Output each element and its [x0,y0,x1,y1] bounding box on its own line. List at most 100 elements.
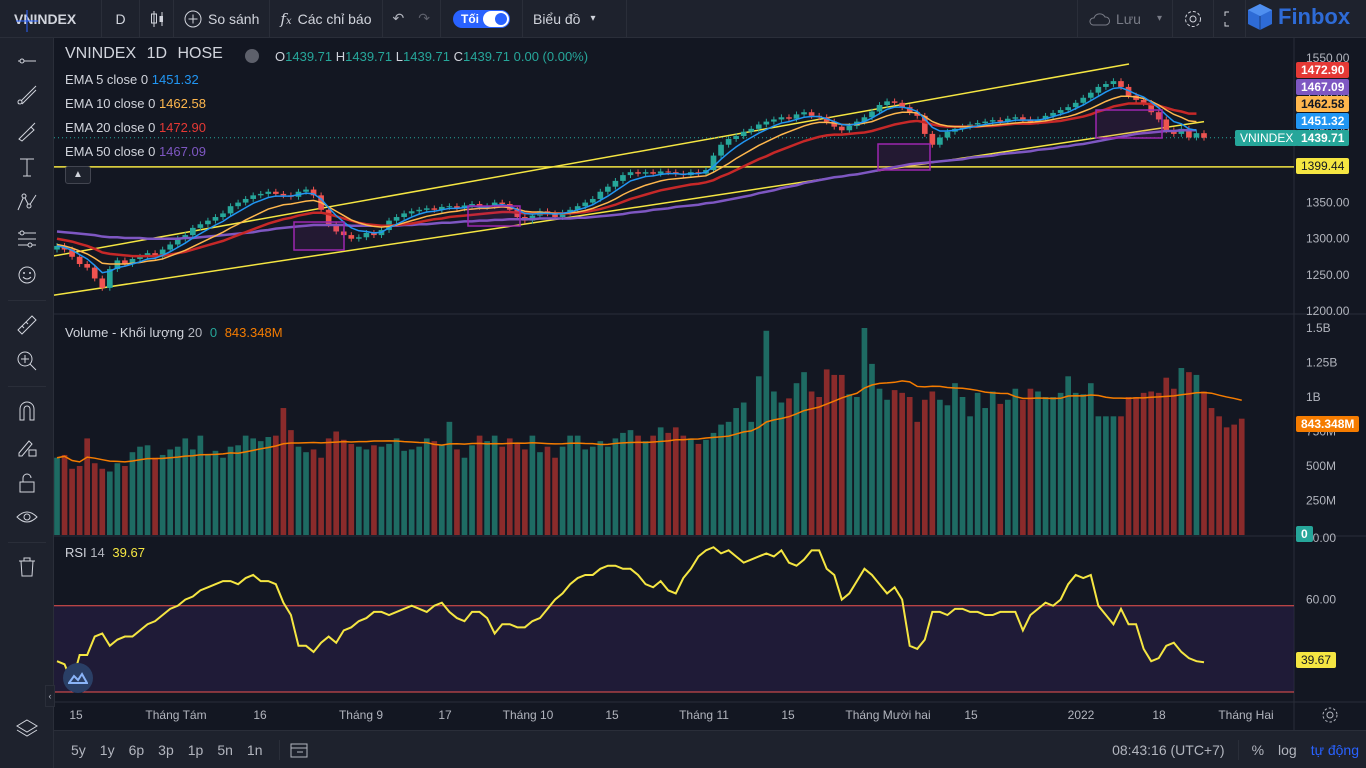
volume-bar [76,466,83,535]
time-tick-label: 18 [1152,708,1166,722]
collapse-legend-button[interactable]: ▲ [65,166,91,184]
volume-zero-label: 0 [1296,526,1313,542]
volume-bar [627,430,634,535]
range-1m[interactable]: 1p [187,741,204,758]
time-tick-label: Tháng 10 [503,708,554,722]
chart-type-menu[interactable]: Biểu đồ ▾ [523,0,627,38]
trash-icon[interactable] [16,556,38,578]
volume-bar [174,446,181,535]
legend-collapse-button[interactable] [245,49,259,63]
redo-icon[interactable]: ↷ [418,10,430,26]
volume-tick-label: 500M [1306,459,1336,473]
range-1y[interactable]: 1y [99,741,115,758]
candle-body [393,217,400,221]
ema50-legend[interactable]: EMA 50 close 0 1467.09 [65,144,206,159]
auto-toggle[interactable]: tự động [1310,741,1359,758]
clock[interactable]: 08:43:16 (UTC+7) [1112,741,1225,758]
volume-legend[interactable]: Volume - Khối lượng 20 0 843.348M [65,325,283,340]
rsi-legend[interactable]: RSI 14 39.67 [65,545,145,560]
volume-bar [159,454,166,535]
range-3m[interactable]: 3p [158,741,174,758]
candle-body [280,193,287,196]
candle-body [718,144,724,156]
volume-bar [295,446,302,535]
prediction-icon[interactable] [16,228,38,250]
range-6m[interactable]: 6p [128,741,145,758]
symbol-name: VNINDEX [14,10,77,27]
text-tool-icon[interactable] [16,156,38,178]
zoom-in-icon[interactable] [16,350,38,372]
settings-button[interactable] [1173,0,1214,38]
layers-icon[interactable] [16,718,38,740]
pattern-icon[interactable] [16,192,38,214]
volume-bar [816,397,822,535]
ema20-legend[interactable]: EMA 20 close 0 1472.90 [65,120,206,135]
candle-body [1050,112,1056,116]
fullscreen-button[interactable] [1214,0,1246,38]
rsi-period: 14 [90,545,105,560]
percent-toggle[interactable]: % [1251,741,1265,758]
volume-bar [1012,388,1019,535]
symbol-search[interactable]: VNINDEX [0,0,102,38]
ema5-legend[interactable]: EMA 5 close 0 1451.32 [65,72,199,87]
volume-bar [1080,394,1087,535]
candle-body [1072,102,1079,108]
candle-body [869,111,875,118]
goto-date-icon[interactable] [290,742,308,758]
emoji-icon[interactable] [16,264,38,286]
bottom-divider [1237,739,1239,760]
sidebar-expand-button[interactable]: ‹ [45,685,55,707]
ema10-legend[interactable]: EMA 10 close 0 1462.58 [65,96,206,111]
log-toggle[interactable]: log [1278,741,1297,758]
indicators-button[interactable]: fx Các chỉ báo [270,0,383,38]
magnet-icon[interactable] [16,400,38,422]
volume-bar [657,427,664,535]
candle-body [310,189,317,196]
volume-bar [431,441,438,535]
ema20-value: 1472.90 [158,120,206,135]
lock-icon[interactable] [16,472,38,494]
volume-bar [1170,388,1177,535]
candle-body [363,232,370,238]
brush-icon[interactable] [16,120,38,142]
ema10-label: EMA 10 close 0 [65,96,156,111]
range-5d[interactable]: 5n [217,741,233,758]
candle-body [906,107,913,113]
range-5y[interactable]: 5y [71,741,86,758]
volume-bar [537,452,543,535]
tradingview-badge[interactable] [63,663,93,693]
save-button[interactable]: Lưu ▾ [1077,0,1173,38]
pencil-lock-icon[interactable] [16,436,38,458]
interval-button[interactable]: D [102,0,140,38]
volume-bar [84,438,91,535]
volume-bar [1238,418,1245,535]
candle-type-button[interactable] [140,0,174,38]
trend-line-icon[interactable] [16,50,38,72]
legend-symbol: VNINDEX [65,45,137,62]
toolbar-divider [8,542,46,543]
tv-logo-icon [68,672,88,684]
axis-settings-icon[interactable] [1321,706,1339,724]
volume-bar [831,374,838,535]
price-tick-label: 1550.00 [1306,51,1350,65]
compare-button[interactable]: So sánh [174,0,271,38]
lower-trend-line [54,120,1205,296]
fullscreen-icon [1224,11,1235,26]
theme-toggle[interactable]: Tối [441,0,523,38]
theme-switch[interactable]: Tối [452,9,510,28]
volume-bar [529,435,536,535]
volume-bar [340,439,347,535]
highlight-box [877,143,931,171]
undo-icon[interactable]: ↶ [392,10,405,26]
time-tick-label: 15 [605,708,619,722]
ruler-icon[interactable] [16,314,38,336]
ema10-value: 1462.58 [158,96,206,111]
candle-body [122,260,128,265]
chart-area[interactable]: 1550.001500.001450.001400.001350.001300.… [54,38,1366,730]
fib-tool-icon[interactable] [16,84,38,106]
candle-body [333,224,340,232]
eye-icon[interactable] [16,506,38,528]
volume-bar [544,446,551,535]
range-1d[interactable]: 1n [246,741,263,758]
cursor-cross-icon[interactable] [16,10,38,32]
